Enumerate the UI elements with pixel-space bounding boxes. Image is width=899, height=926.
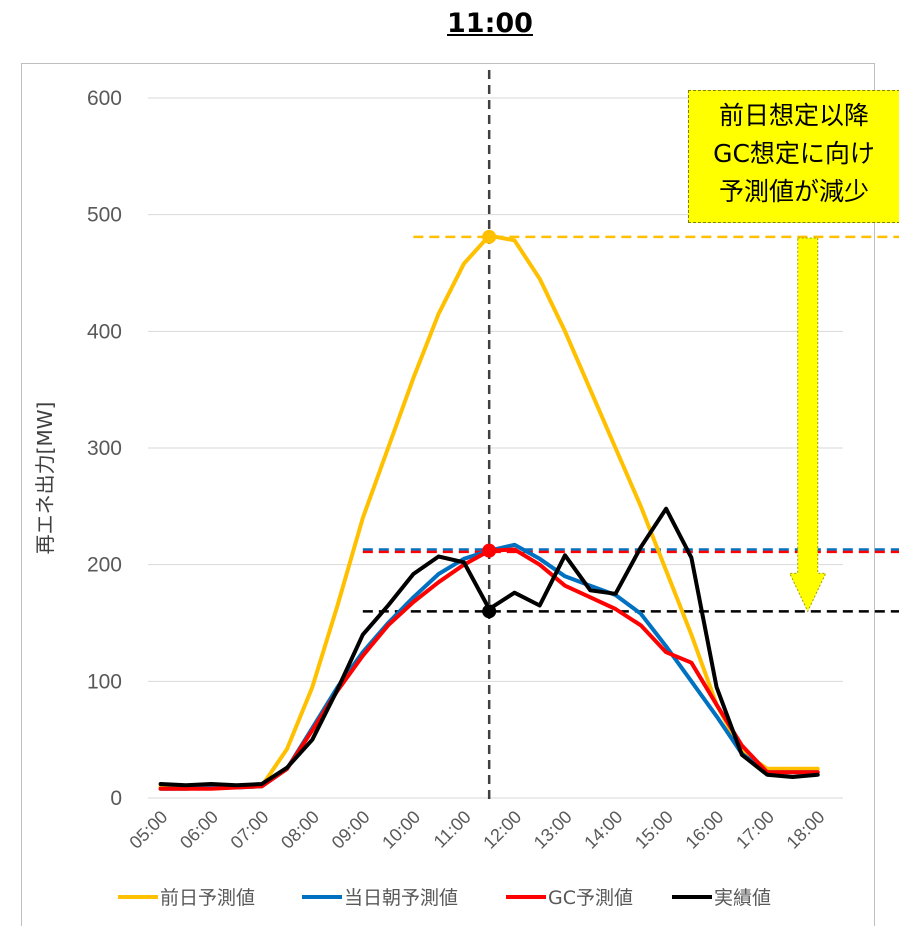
x-tick-label: 15:00 — [631, 807, 677, 853]
legend-label: 実績値 — [714, 887, 771, 909]
y-tick-label: 0 — [110, 787, 122, 810]
x-tick-label: 07:00 — [227, 807, 273, 853]
legend-label: GC予測値 — [548, 887, 633, 909]
legend: 前日予測値 当日朝予測値 GC予測値 実績値 — [118, 887, 771, 909]
highlight-point — [482, 604, 497, 619]
y-tick-label: 600 — [87, 87, 122, 110]
x-tick-label: 05:00 — [125, 807, 171, 853]
x-tick-label: 11:00 — [430, 807, 475, 852]
x-tick-label: 12:00 — [479, 807, 525, 853]
highlight-point — [482, 543, 497, 558]
y-tick-label: 400 — [87, 320, 122, 343]
x-tick-label: 09:00 — [328, 807, 374, 853]
chart-area — [21, 63, 875, 926]
decrease-arrow — [788, 237, 827, 613]
x-tick-label: 18:00 — [783, 807, 829, 853]
y-tick-label: 200 — [87, 554, 122, 577]
x-tick-label: 14:00 — [580, 807, 626, 853]
legend-label: 前日予測値 — [160, 887, 255, 909]
y-tick-label: 500 — [87, 204, 122, 227]
x-tick-label: 10:00 — [378, 807, 424, 853]
y-tick-label: 100 — [87, 670, 122, 693]
x-tick-label: 06:00 — [176, 807, 222, 853]
x-tick-label: 16:00 — [681, 807, 727, 853]
x-axis-ticks: 05:00 06:00 07:00 08:00 09:00 10:00 11:00 12:00… — [125, 807, 828, 853]
callout-line-3: 予測値が減少 — [718, 177, 869, 206]
x-tick-label: 13:00 — [530, 807, 576, 853]
callout-box: 前日想定以降 GC想定に向け 予測値が減少 — [688, 90, 899, 223]
callout-line-1: 前日想定以降 — [718, 101, 869, 130]
y-tick-label: 300 — [87, 437, 122, 460]
x-tick-label: 17:00 — [732, 807, 778, 853]
x-tick-label: 08:00 — [277, 807, 323, 853]
y-axis-label: 再エネ出力[MW] — [33, 402, 57, 555]
highlight-point — [482, 229, 497, 244]
callout-line-2: GC想定に向け — [713, 139, 875, 168]
annotations — [362, 70, 899, 800]
legend-label: 当日朝予測値 — [344, 887, 458, 909]
y-axis-ticks: 0 100 200 300 400 500 600 — [87, 87, 122, 810]
chart-title: 11:00 — [447, 8, 533, 39]
highlight-points — [482, 229, 497, 619]
